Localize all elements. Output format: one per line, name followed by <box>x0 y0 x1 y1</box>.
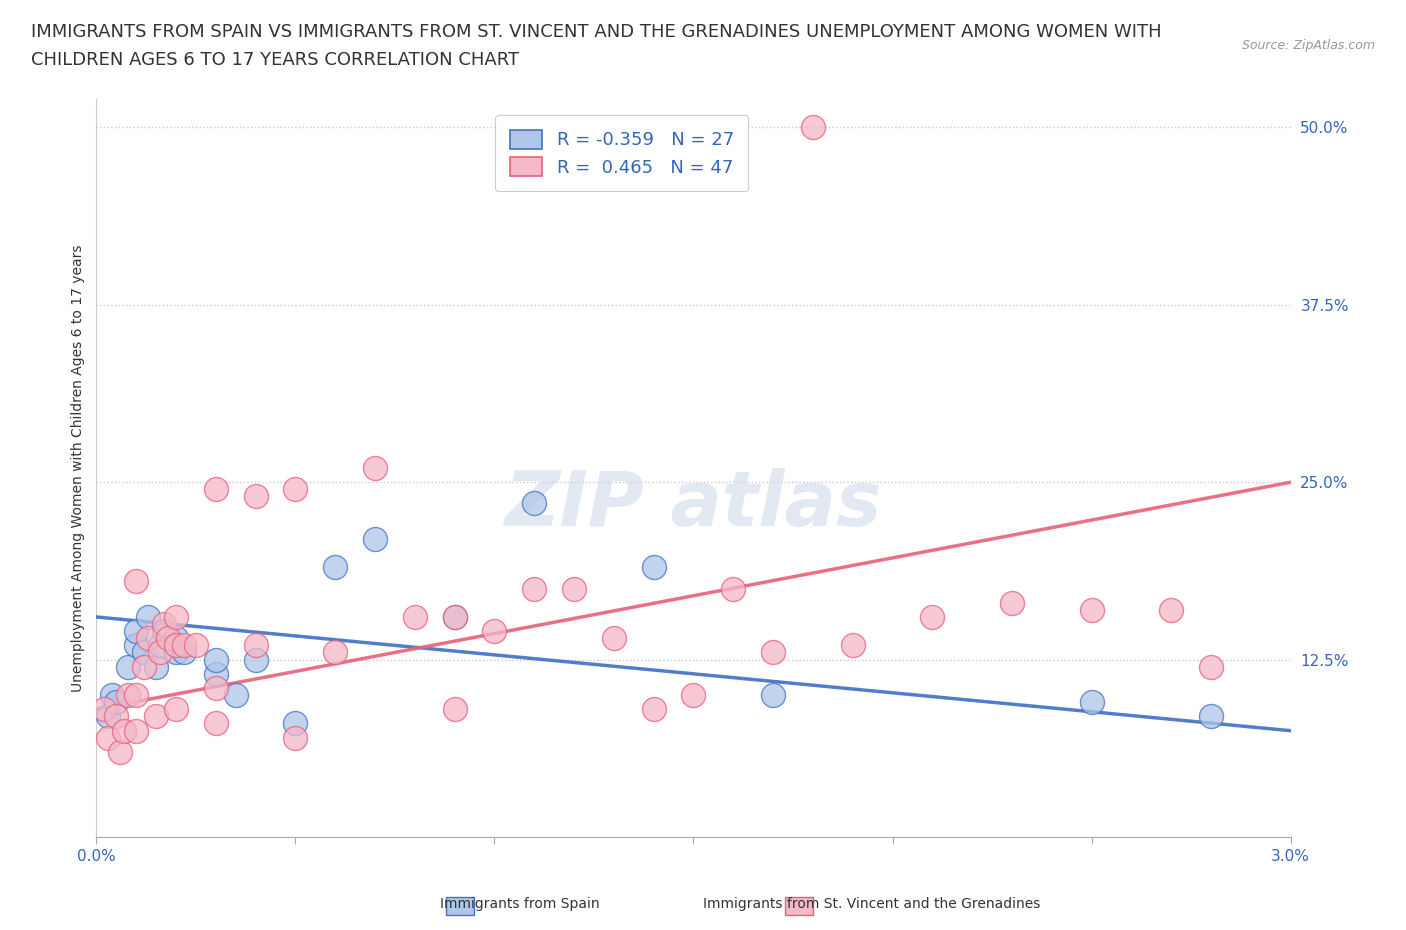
Point <box>125 624 148 639</box>
Point <box>682 687 704 702</box>
Point <box>443 609 465 624</box>
Point <box>323 560 346 575</box>
Point <box>404 609 426 624</box>
Point <box>1199 709 1222 724</box>
Point <box>245 489 267 504</box>
Point <box>165 702 187 717</box>
Point <box>364 531 387 546</box>
Point <box>643 560 665 575</box>
Point <box>165 645 187 660</box>
Point <box>1001 595 1024 610</box>
Point <box>165 609 187 624</box>
Point <box>153 624 176 639</box>
Point <box>643 702 665 717</box>
Point <box>245 652 267 667</box>
Point <box>801 120 824 135</box>
Point <box>173 645 195 660</box>
Point <box>101 687 124 702</box>
Point <box>134 659 156 674</box>
Point <box>1080 695 1102 710</box>
Point <box>125 574 148 589</box>
Text: Immigrants from Spain: Immigrants from Spain <box>440 897 600 911</box>
Point <box>125 687 148 702</box>
Point <box>105 709 128 724</box>
Point <box>841 638 863 653</box>
Point <box>97 709 120 724</box>
Point <box>156 631 179 645</box>
Point <box>204 482 226 497</box>
Legend: R = -0.359   N = 27, R =  0.465   N = 47: R = -0.359 N = 27, R = 0.465 N = 47 <box>495 115 748 191</box>
Point <box>149 638 172 653</box>
Point <box>93 702 115 717</box>
Point <box>443 702 465 717</box>
Point <box>117 659 139 674</box>
Point <box>136 631 159 645</box>
Point <box>117 687 139 702</box>
Y-axis label: Unemployment Among Women with Children Ages 6 to 17 years: Unemployment Among Women with Children A… <box>72 244 86 692</box>
Point <box>165 631 187 645</box>
Point <box>105 695 128 710</box>
Text: ZIP atlas: ZIP atlas <box>505 468 882 542</box>
Point <box>364 460 387 475</box>
Point <box>204 681 226 696</box>
Text: CHILDREN AGES 6 TO 17 YEARS CORRELATION CHART: CHILDREN AGES 6 TO 17 YEARS CORRELATION … <box>31 51 519 69</box>
Point <box>443 609 465 624</box>
Point <box>145 659 167 674</box>
Point <box>153 617 176 631</box>
Point <box>284 730 307 745</box>
Text: IMMIGRANTS FROM SPAIN VS IMMIGRANTS FROM ST. VINCENT AND THE GRENADINES UNEMPLOY: IMMIGRANTS FROM SPAIN VS IMMIGRANTS FROM… <box>31 23 1161 41</box>
Point <box>184 638 207 653</box>
Point <box>112 724 135 738</box>
Point <box>110 744 132 759</box>
Point <box>1199 659 1222 674</box>
Point <box>149 645 172 660</box>
Point <box>723 581 745 596</box>
Point <box>484 624 506 639</box>
Point <box>173 638 195 653</box>
Point <box>136 609 159 624</box>
Point <box>921 609 943 624</box>
Point <box>762 645 785 660</box>
Point <box>245 638 267 653</box>
Point <box>762 687 785 702</box>
Point <box>145 709 167 724</box>
Point <box>97 730 120 745</box>
Point <box>1080 603 1102 618</box>
Point <box>523 581 546 596</box>
Point <box>134 645 156 660</box>
Point <box>1160 603 1182 618</box>
Point <box>284 716 307 731</box>
Point <box>204 652 226 667</box>
Point <box>323 645 346 660</box>
Point <box>603 631 626 645</box>
Point <box>562 581 585 596</box>
Point <box>225 687 247 702</box>
Point <box>204 716 226 731</box>
Point <box>204 666 226 681</box>
Point <box>125 724 148 738</box>
Text: Source: ZipAtlas.com: Source: ZipAtlas.com <box>1241 39 1375 52</box>
Point <box>165 638 187 653</box>
Point <box>523 496 546 511</box>
Point <box>125 638 148 653</box>
Point <box>284 482 307 497</box>
Text: Immigrants from St. Vincent and the Grenadines: Immigrants from St. Vincent and the Gren… <box>703 897 1040 911</box>
